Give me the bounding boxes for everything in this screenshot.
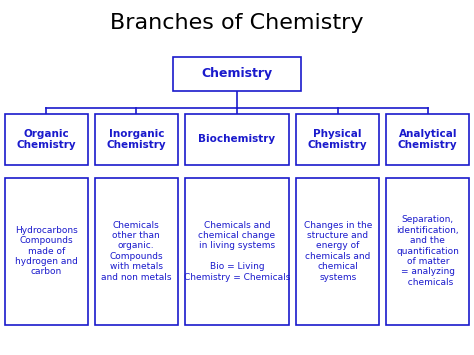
FancyBboxPatch shape — [386, 178, 469, 325]
FancyBboxPatch shape — [296, 114, 379, 165]
FancyBboxPatch shape — [173, 57, 301, 91]
Text: Chemicals
other than
organic.
Compounds
with metals
and non metals: Chemicals other than organic. Compounds … — [101, 221, 172, 282]
Text: Separation,
identification,
and the
quantification
of matter
= analyzing
  chemi: Separation, identification, and the quan… — [396, 215, 459, 287]
Text: Inorganic
Chemistry: Inorganic Chemistry — [107, 129, 166, 150]
Text: Changes in the
structure and
energy of
chemicals and
chemical
systems: Changes in the structure and energy of c… — [303, 221, 372, 282]
Text: Analytical
Chemistry: Analytical Chemistry — [398, 129, 457, 150]
Text: Branches of Chemistry: Branches of Chemistry — [110, 13, 364, 33]
Text: Physical
Chemistry: Physical Chemistry — [308, 129, 367, 150]
FancyBboxPatch shape — [185, 114, 289, 165]
Text: Biochemistry: Biochemistry — [199, 134, 275, 144]
FancyBboxPatch shape — [95, 114, 178, 165]
FancyBboxPatch shape — [386, 114, 469, 165]
FancyBboxPatch shape — [5, 178, 88, 325]
Text: Hydrocarbons
Compounds
made of
hydrogen and
carbon: Hydrocarbons Compounds made of hydrogen … — [15, 226, 78, 277]
Text: Chemicals and
chemical change
in living systems

Bio = Living
Chemistry = Chemic: Chemicals and chemical change in living … — [184, 221, 290, 282]
Text: Chemistry: Chemistry — [201, 67, 273, 80]
FancyBboxPatch shape — [296, 178, 379, 325]
Text: Organic
Chemistry: Organic Chemistry — [17, 129, 76, 150]
FancyBboxPatch shape — [5, 114, 88, 165]
FancyBboxPatch shape — [95, 178, 178, 325]
FancyBboxPatch shape — [185, 178, 289, 325]
